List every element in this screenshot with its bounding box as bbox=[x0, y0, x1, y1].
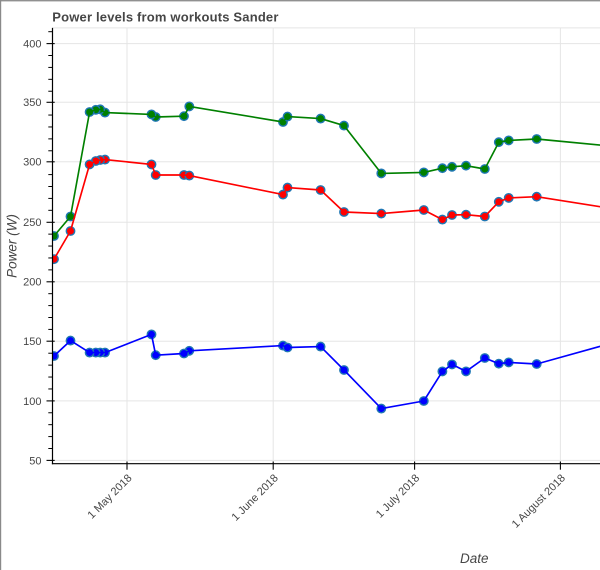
svg-text:150: 150 bbox=[23, 336, 41, 348]
svg-text:Power levels from workouts San: Power levels from workouts Sander bbox=[52, 10, 278, 25]
svg-text:400: 400 bbox=[23, 39, 41, 51]
svg-text:250: 250 bbox=[23, 217, 41, 229]
svg-text:350: 350 bbox=[23, 97, 41, 109]
svg-text:300: 300 bbox=[23, 157, 41, 169]
svg-text:100: 100 bbox=[23, 396, 41, 408]
svg-text:Power (W): Power (W) bbox=[5, 214, 20, 278]
svg-text:Date: Date bbox=[460, 551, 489, 566]
svg-text:200: 200 bbox=[23, 277, 41, 289]
svg-text:50: 50 bbox=[29, 455, 41, 467]
